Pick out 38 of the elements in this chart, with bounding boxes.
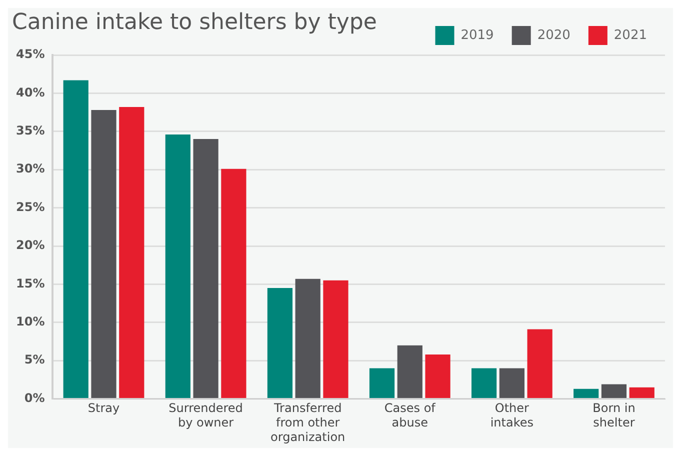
bar: [425, 354, 450, 398]
bar: [471, 368, 497, 398]
y-tick-label: 0%: [24, 390, 45, 405]
y-tick-label: 20%: [16, 238, 45, 252]
y-tick-label: 25%: [16, 200, 45, 214]
bar: [527, 329, 552, 398]
x-tick-label: Transferred from other organization: [270, 401, 346, 444]
y-tick-label: 30%: [16, 162, 45, 176]
x-tick-label: Surrendered by owner: [168, 401, 243, 430]
bar: [574, 388, 599, 398]
bar: [193, 139, 218, 398]
bar: [63, 80, 88, 398]
legend-label: 2021: [614, 28, 648, 43]
bar: [267, 288, 292, 398]
bar: [165, 134, 190, 398]
y-tick-label: 10%: [16, 314, 45, 329]
y-tick-label: 45%: [16, 47, 45, 62]
bar: [119, 106, 144, 398]
y-tick-label: 40%: [16, 85, 45, 100]
bar: [91, 110, 116, 398]
bar: [221, 168, 246, 398]
x-tick-label: Cases of abuse: [384, 401, 436, 430]
x-tick-label: Stray: [88, 401, 120, 416]
y-tick-label: 35%: [16, 124, 45, 138]
bar: [369, 368, 395, 398]
legend-label: 2019: [460, 28, 494, 43]
y-tick-label: 15%: [16, 276, 45, 290]
bar: [295, 278, 320, 398]
bar: [323, 280, 348, 398]
x-tick-label: Other intakes: [490, 401, 534, 430]
x-tick-label: Born in shelter: [592, 401, 636, 430]
chart-title: Canine intake to shelters by type: [12, 10, 377, 35]
y-tick-label: 5%: [24, 352, 45, 367]
bar: [397, 345, 422, 398]
bar: [499, 368, 524, 398]
bar: [601, 384, 627, 398]
bar: [629, 387, 654, 398]
legend-label: 2020: [537, 28, 570, 43]
